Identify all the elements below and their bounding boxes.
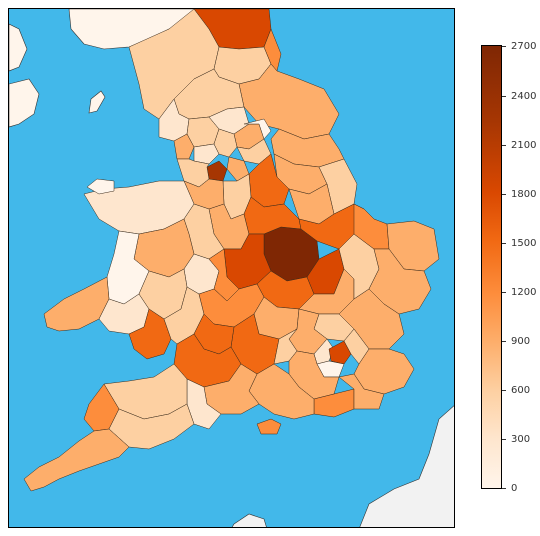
colorbar-tick-label: 0 — [511, 483, 518, 494]
colorbar-tick-label: 2700 — [511, 41, 537, 52]
colorbar-tick-mark — [502, 439, 506, 440]
region-tyne-wear — [263, 28, 282, 72]
colorbar-tick-label: 600 — [511, 385, 531, 396]
channel-island — [231, 513, 267, 527]
colorbar-tick-label: 2400 — [511, 91, 537, 102]
colorbar-tick-label: 900 — [511, 336, 531, 347]
region-cornwall — [23, 428, 130, 492]
colorbar-tick-mark — [502, 243, 506, 244]
region-anglesey — [86, 178, 115, 195]
colorbar-tick-mark — [502, 292, 506, 293]
map — [8, 8, 455, 528]
region-suffolk — [368, 248, 432, 315]
region-sussex-east — [338, 373, 385, 410]
colorbar-tick-mark — [502, 145, 506, 146]
region-isle-of-wight — [256, 418, 282, 435]
ireland-landmass — [9, 78, 40, 128]
colorbar-tick-mark — [502, 46, 506, 47]
colorbar-tick-label: 1200 — [511, 287, 537, 298]
colorbar-tick-mark — [502, 390, 506, 391]
northern-ireland-landmass — [9, 23, 28, 72]
region-london-central — [328, 340, 352, 365]
colorbar-tick-label: 1800 — [511, 189, 537, 200]
colorbar-tick-mark — [502, 194, 506, 195]
colorbar-tick-label: 2100 — [511, 140, 537, 151]
regions — [23, 9, 440, 492]
region-york — [243, 118, 272, 140]
colorbar — [481, 45, 502, 489]
isle-of-man-landmass — [88, 90, 106, 114]
colorbar-tick-mark — [502, 341, 506, 342]
france-landmass — [359, 405, 454, 527]
colorbar-tick-mark — [502, 96, 506, 97]
colorbar-tick-label: 1500 — [511, 238, 537, 249]
region-manchester-a — [193, 143, 220, 165]
region-merseyside — [173, 133, 195, 160]
colorbar-tick-mark — [502, 488, 506, 489]
colorbar-tick-label: 300 — [511, 434, 531, 445]
